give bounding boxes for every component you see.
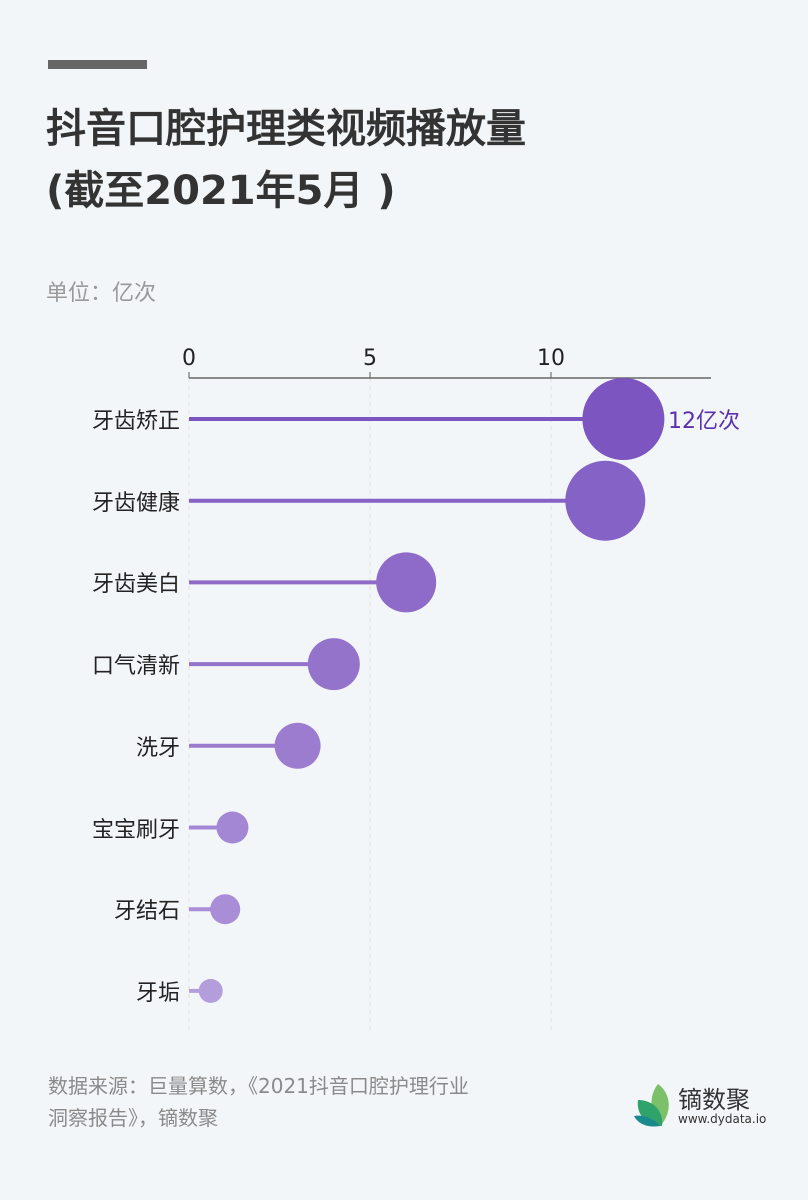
lollipop-bubble	[216, 811, 249, 844]
source-line-1: 数据来源：巨量算数，《2021抖音口腔护理行业	[48, 1074, 469, 1098]
category-label: 牙齿健康	[91, 490, 180, 516]
title-accent-bar	[48, 60, 147, 69]
brand-logo: 镝数聚 www.dydata.io	[632, 1082, 782, 1132]
logo-url: www.dydata.io	[678, 1112, 767, 1126]
page-title: 抖音口腔护理类视频播放量 (截至2021年5月 )	[46, 98, 526, 222]
top-value-annotation: 12亿次	[668, 409, 740, 434]
lollipop-bubble	[376, 552, 437, 613]
category-label: 牙齿美白	[91, 572, 180, 598]
lollipop-bubble	[210, 894, 241, 925]
lollipop-bubble	[307, 638, 360, 691]
source-line-2: 洞察报告》，镝数聚	[48, 1106, 218, 1130]
title-line-2: (截至2021年5月 )	[46, 168, 396, 214]
title-line-1: 抖音口腔护理类视频播放量	[46, 106, 526, 152]
x-tick-label: 10	[537, 346, 565, 371]
lollipop-bubble	[582, 378, 665, 460]
unit-label: 单位：亿次	[46, 281, 157, 306]
leaf-logo-icon	[634, 1084, 669, 1127]
data-source: 数据来源：巨量算数，《2021抖音口腔护理行业 洞察报告》，镝数聚	[48, 1070, 588, 1134]
category-label: 牙齿矫正	[91, 409, 180, 434]
lollipop-bubble	[274, 722, 321, 769]
category-label: 牙结石	[113, 899, 180, 925]
x-tick-label: 5	[363, 346, 377, 371]
lollipop-bubble	[565, 460, 646, 541]
lollipop-bubble	[198, 978, 223, 1003]
category-label: 洗牙	[135, 735, 180, 761]
category-label: 宝宝刷牙	[91, 817, 180, 843]
category-label: 牙垢	[135, 980, 180, 1006]
logo-name: 镝数聚	[678, 1086, 750, 1114]
x-tick-label: 0	[182, 346, 196, 371]
category-label: 口气清新	[91, 654, 180, 680]
